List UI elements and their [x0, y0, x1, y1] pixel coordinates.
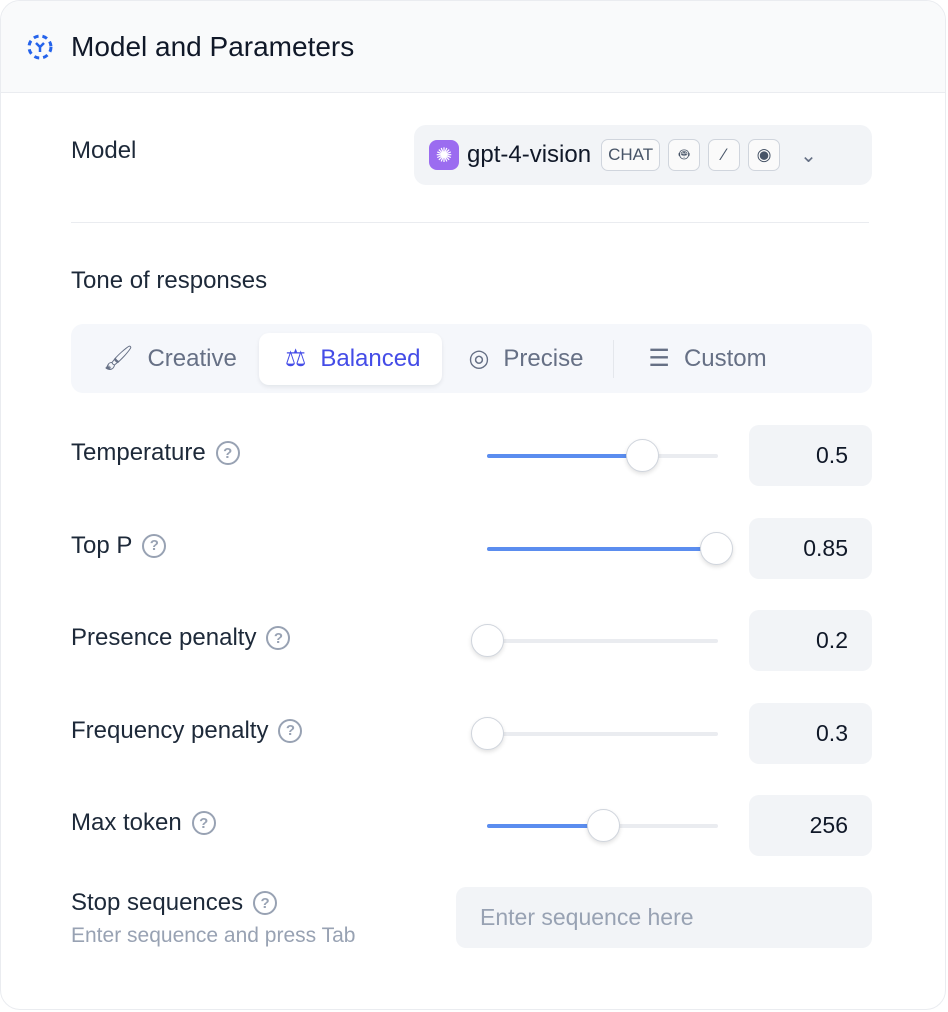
param-label: Temperature — [71, 439, 206, 466]
tab-precise[interactable]: ◎ Precise — [468, 344, 584, 373]
target-icon: ◎ — [468, 345, 490, 372]
panel-header: Model and Parameters — [1, 1, 945, 93]
robot-icon: 🤖︎ — [668, 139, 701, 171]
model-selector[interactable]: ✺ gpt-4-vision CHAT 🤖︎ ⁄ ◉ ⌄ — [414, 125, 872, 185]
help-icon[interactable]: ? — [142, 533, 167, 558]
max-token-slider[interactable] — [487, 809, 718, 842]
brush-icon: 🖌︎ — [103, 345, 134, 372]
presence-penalty-value-input[interactable]: 0.2 — [749, 610, 872, 671]
param-presence-penalty: Presence penalty? — [71, 624, 869, 652]
eye-icon: ◉ — [748, 139, 781, 171]
slider-fill — [487, 454, 642, 458]
slider-fill — [487, 824, 603, 828]
max-token-value-input[interactable]: 256 — [749, 795, 872, 856]
slider-handle[interactable] — [586, 809, 620, 842]
tone-tabs: 🖌︎ Creative ⚖︎ Balanced ◎ Precise ☰ Custom — [71, 324, 872, 393]
panel-title: Model and Parameters — [71, 30, 355, 62]
slider-fill — [487, 546, 716, 551]
model-label: Model — [71, 137, 137, 164]
tone-label: Tone of responses — [71, 267, 268, 294]
help-icon[interactable]: ? — [278, 718, 303, 743]
model-name: gpt-4-vision — [467, 141, 592, 168]
stop-sequence-input[interactable] — [456, 887, 872, 948]
param-label: Max token — [71, 809, 182, 836]
param-temperature: Temperature? — [71, 439, 869, 467]
frequency-penalty-slider[interactable] — [471, 716, 718, 750]
magic-wand-icon: ⁄ — [708, 139, 741, 171]
slider-handle[interactable] — [699, 531, 733, 565]
presence-penalty-slider[interactable] — [471, 624, 718, 657]
slider-handle[interactable] — [625, 439, 659, 472]
tab-separator — [613, 339, 615, 378]
sliders-icon: ☰ — [648, 345, 670, 372]
param-frequency-penalty: Frequency penalty? — [71, 717, 869, 745]
tab-custom[interactable]: ☰ Custom — [648, 344, 767, 373]
param-label: Top P — [71, 531, 133, 559]
stop-sequences-label: Stop sequences? — [71, 889, 278, 917]
tab-creative[interactable]: 🖌︎ Creative — [103, 344, 237, 373]
param-max-token: Max token? — [71, 809, 869, 837]
param-top-p: Top P? — [71, 532, 869, 560]
slider-handle[interactable] — [471, 716, 504, 750]
chat-tag: CHAT — [601, 139, 661, 171]
help-icon[interactable]: ? — [253, 891, 278, 915]
slider-handle[interactable] — [471, 624, 504, 657]
scale-icon: ⚖︎ — [284, 345, 307, 372]
param-label: Presence penalty — [71, 624, 257, 651]
chevron-down-icon[interactable]: ⌄ — [800, 144, 817, 167]
model-cube-icon — [27, 34, 53, 59]
openai-icon: ✺ — [429, 140, 459, 170]
temperature-value-input[interactable]: 0.5 — [749, 425, 872, 486]
help-icon[interactable]: ? — [191, 811, 216, 835]
tab-balanced[interactable]: ⚖︎ Balanced — [258, 332, 443, 385]
top-p-slider[interactable] — [487, 531, 733, 565]
frequency-penalty-value-input[interactable]: 0.3 — [749, 702, 872, 764]
help-icon[interactable]: ? — [266, 626, 291, 650]
divider — [71, 222, 869, 223]
temperature-slider[interactable] — [487, 439, 718, 472]
top-p-value-input[interactable]: 0.85 — [749, 517, 872, 579]
help-icon[interactable]: ? — [215, 441, 240, 465]
param-label: Frequency penalty — [71, 716, 269, 744]
stop-sequences-hint: Enter sequence and press Tab — [71, 924, 356, 947]
